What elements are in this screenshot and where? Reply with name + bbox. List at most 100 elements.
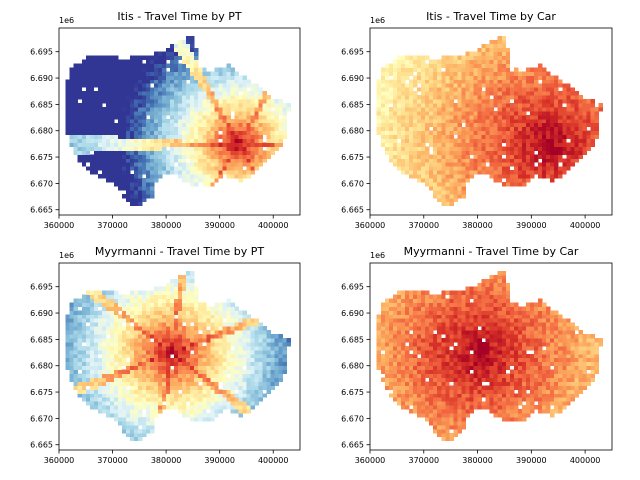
raster-cell xyxy=(89,110,95,116)
raster-cell xyxy=(380,345,386,351)
raster-cell xyxy=(194,322,199,327)
raster-cell xyxy=(493,103,499,108)
raster-cell xyxy=(546,154,551,159)
raster-cell xyxy=(384,95,390,100)
raster-cell xyxy=(250,318,255,323)
raster-cell xyxy=(133,110,139,116)
raster-cell xyxy=(93,114,99,120)
raster-cell xyxy=(421,91,426,96)
raster-cell xyxy=(166,369,171,375)
raster-cell xyxy=(429,174,434,179)
raster-cell xyxy=(125,424,131,430)
raster-cell xyxy=(421,118,426,124)
raster-cell xyxy=(198,126,203,132)
raster-cell xyxy=(388,342,394,347)
raster-cell xyxy=(542,170,547,175)
raster-cell xyxy=(170,330,175,335)
raster-cell xyxy=(214,79,219,84)
raster-cell xyxy=(158,298,163,303)
raster-cell xyxy=(408,95,414,100)
raster-cell xyxy=(574,110,579,116)
raster-cell xyxy=(258,338,263,343)
raster-cell xyxy=(89,381,95,386)
raster-cell xyxy=(400,381,406,386)
raster-cell xyxy=(174,302,179,307)
raster-cell xyxy=(174,95,179,100)
raster-cell xyxy=(97,397,103,402)
raster-cell xyxy=(481,75,487,80)
raster-cell xyxy=(186,302,191,307)
raster-cell xyxy=(445,134,450,140)
raster-cell xyxy=(388,134,394,140)
raster-cell xyxy=(392,353,398,359)
raster-cell xyxy=(226,345,231,351)
raster-cell xyxy=(396,55,402,60)
raster-cell xyxy=(137,393,143,398)
raster-cell xyxy=(121,134,127,140)
raster-cell xyxy=(254,107,259,112)
raster-cell xyxy=(473,138,478,143)
raster-cell xyxy=(214,377,219,382)
raster-cell xyxy=(190,318,195,323)
raster-cell xyxy=(93,146,99,151)
raster-cell xyxy=(73,298,79,303)
raster-cell xyxy=(242,310,247,315)
raster-cell xyxy=(246,118,251,124)
raster-cell xyxy=(509,79,515,84)
raster-cell xyxy=(497,130,503,136)
raster-cell xyxy=(150,424,155,430)
raster-cell xyxy=(380,126,386,132)
raster-cell xyxy=(142,118,147,124)
raster-cell xyxy=(166,401,171,406)
raster-cell xyxy=(254,122,259,128)
raster-cell xyxy=(226,158,231,163)
raster-cell xyxy=(65,99,71,104)
raster-cell xyxy=(408,110,414,116)
raster-cell xyxy=(186,122,191,128)
raster-cell xyxy=(178,91,183,96)
raster-cell xyxy=(574,118,579,124)
raster-cell xyxy=(278,349,283,355)
raster-cell xyxy=(384,322,390,327)
raster-cell xyxy=(218,302,223,307)
raster-cell xyxy=(425,146,430,151)
raster-cell xyxy=(554,138,559,143)
raster-cell xyxy=(158,318,163,323)
raster-cell xyxy=(186,154,191,159)
raster-cell xyxy=(154,413,159,418)
raster-cell xyxy=(396,83,402,88)
raster-cell xyxy=(190,39,195,45)
raster-cell xyxy=(158,286,163,292)
raster-cell xyxy=(69,353,75,359)
raster-cell xyxy=(404,397,410,402)
raster-cell xyxy=(286,107,292,112)
raster-cell xyxy=(388,318,394,323)
raster-cell xyxy=(554,110,559,116)
raster-cell xyxy=(238,413,243,418)
raster-cell xyxy=(230,71,235,76)
raster-cell xyxy=(242,99,247,104)
raster-cell xyxy=(81,134,87,140)
raster-cell xyxy=(582,150,587,155)
raster-cell xyxy=(380,107,386,112)
raster-cell xyxy=(222,126,227,132)
raster-cell xyxy=(178,385,183,390)
raster-cell xyxy=(121,318,127,323)
raster-cell xyxy=(125,67,131,72)
raster-cell xyxy=(81,353,87,359)
raster-cell xyxy=(206,95,211,100)
raster-cell xyxy=(214,138,219,143)
raster-cell xyxy=(73,118,79,124)
raster-cell xyxy=(425,63,430,68)
raster-cell xyxy=(380,377,386,382)
raster-cell xyxy=(425,170,430,175)
raster-cell xyxy=(538,174,543,179)
raster-cell xyxy=(421,345,426,351)
raster-cell xyxy=(89,310,95,315)
raster-cell xyxy=(142,189,147,195)
raster-cell xyxy=(513,170,519,175)
raster-cell xyxy=(162,122,167,128)
raster-cell xyxy=(206,381,211,386)
raster-cell xyxy=(101,338,107,343)
raster-cell xyxy=(554,130,559,136)
